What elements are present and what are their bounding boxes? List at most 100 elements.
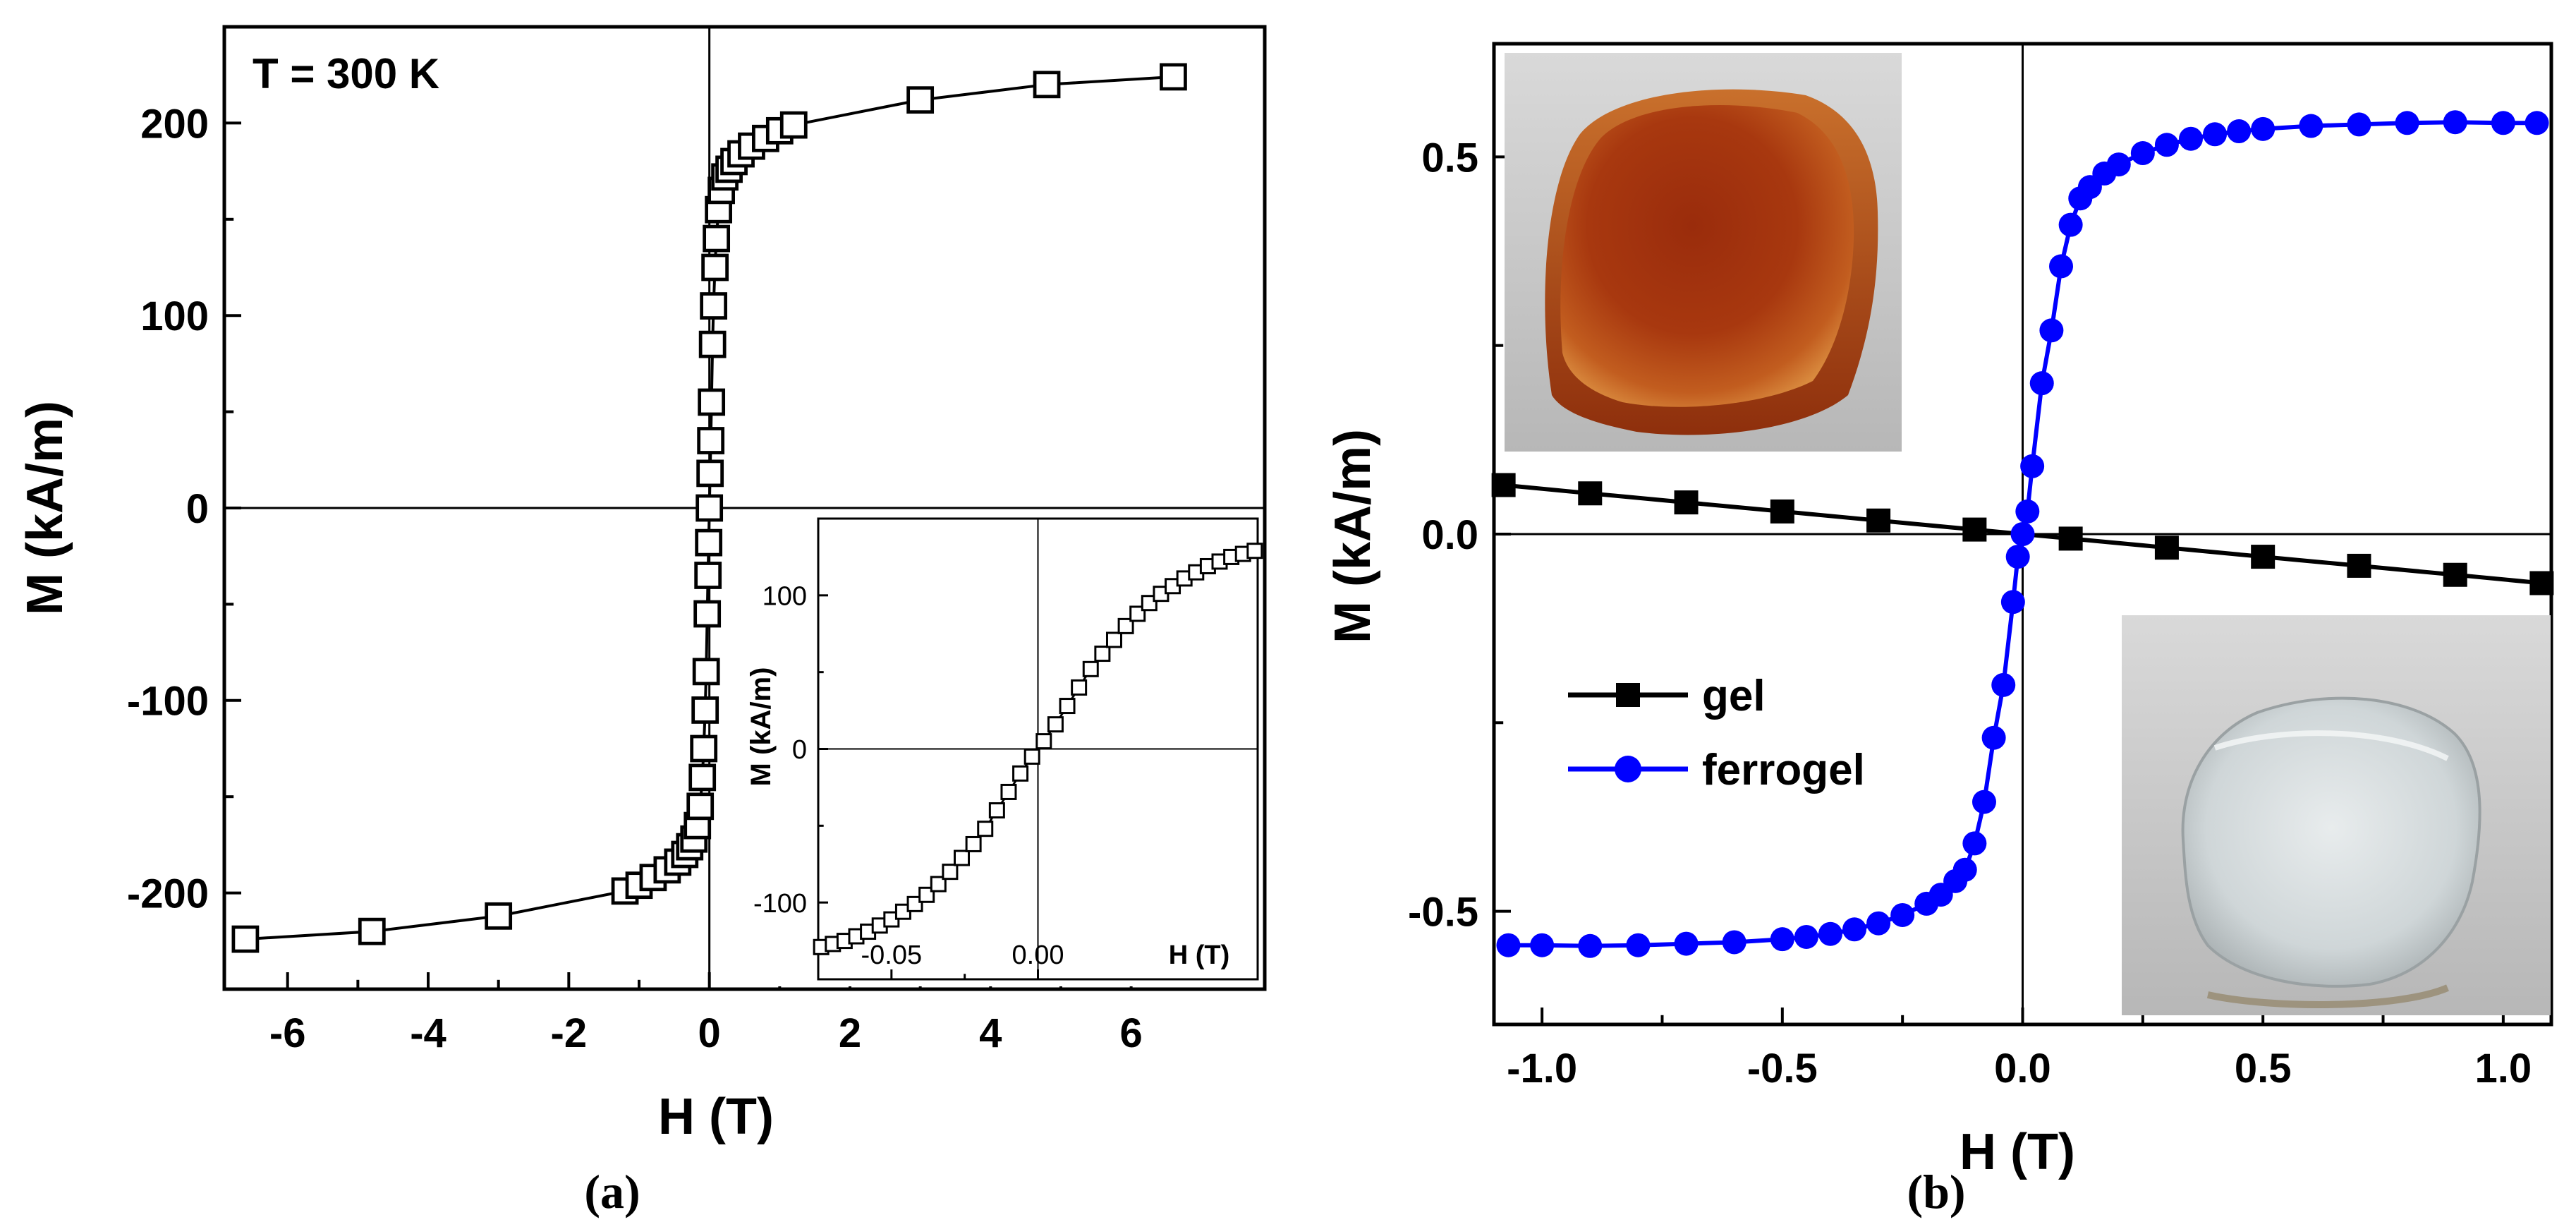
panel-a-inset-point [942,864,959,881]
panel-b-xtick-label: -0.5 [1747,1046,1818,1091]
panel-b-point [2005,545,2030,569]
panel-a-point [358,917,386,945]
panel-b-point [2010,522,2035,546]
panel-a-point [485,902,513,930]
panel-a-point [1033,71,1061,99]
panel-a-inset-point [1059,698,1076,715]
panel-b-point [1794,924,1818,949]
panel-a-ylabel: M (kA/m) [17,401,73,615]
panel-a-inset-point [1105,631,1122,648]
panel-a-inset-point [1035,733,1052,750]
panel-a-inset-point [1141,595,1158,612]
panel-a-point [686,792,715,821]
panel-a-inset-xtick-label: 0.00 [1012,940,1064,970]
panel-a-ytick-label: 200 [140,101,209,147]
panel-a-xlabel: H (T) [658,1089,774,1145]
panel-a-point [690,734,718,763]
panel-a-inset-point [1000,783,1017,800]
panel-b-point [1626,933,1651,957]
panel-b-point [2251,545,2276,569]
panel-b-xtick-label: -1.0 [1507,1046,1577,1091]
panel-b-point [1866,911,1891,936]
legend-label-gel: gel [1702,672,1766,720]
panel-a-point [752,124,779,152]
panel-b-point [2058,212,2083,237]
panel-b-point [2178,126,2203,151]
panel-b-point [2443,562,2467,587]
panel-a-xtick-label: 4 [979,1010,1002,1056]
panel-b-point [1578,933,1603,958]
legend-marker-ferrogel [1615,756,1641,782]
panel-b-xtick-label: 0.0 [1994,1046,2051,1091]
panel-b-point [2299,114,2323,138]
panel-a-ytick-label: -100 [127,679,209,725]
panel-b-point [2347,553,2371,578]
panel-a-inset-ytick-label: 100 [763,582,807,612]
panel-a-point [695,494,724,522]
panel-a-inset-ytick-label: 0 [792,735,807,765]
panel-a-point [1160,63,1187,91]
panel-a-inset-xtick-label: -0.05 [861,940,923,970]
panel-b-point [2106,152,2131,177]
panel-a-point [696,459,724,488]
panel-b-point [1491,473,1516,497]
panel-a-xtick-label: 0 [698,1010,721,1056]
panel-b-point [2203,122,2228,147]
panel-a-inset-point [1047,716,1064,733]
panel-b-point [2015,499,2040,524]
gel-photo-shadow [2206,984,2449,1008]
panel-b: -1.0 -0.5 0.0 0.5 1.0 -0.5 0.0 0.5 gel ferrogel H … [1325,42,2554,1218]
panel-a-inset-point [1246,543,1263,559]
panel-a-point [698,388,726,416]
panel-b-point [2491,111,2515,135]
panel-a-inset-point [918,886,935,903]
panel-b-point [2529,571,2554,595]
panel-a-point [691,696,719,724]
panel-b-point [2058,526,2083,551]
panel-b-point [1578,481,1603,506]
panel-a-inset-point [1012,765,1029,782]
panel-b-point [1866,508,1891,533]
panel-a-xtick-label: -2 [551,1010,588,1056]
panel-a-inset-point [988,802,1005,819]
panel-a-inset-point [906,895,923,912]
panel-a-inset-point [1023,748,1040,765]
panel-b-point [1530,933,1555,957]
panel-b-point [2039,318,2064,343]
panel-b-point [1952,857,1977,882]
panel-a-point [692,658,720,686]
panel-a-point [700,292,728,320]
panel-a-inset-point [954,849,971,866]
panel-a-inset: -0.05 0.00 -100 0 100 H (T) M (kA/m) [746,514,1263,986]
legend-label-ferrogel: ferrogel [1702,746,1865,794]
panel-a-inset-point [965,835,982,852]
ferrogel-photo [1505,53,1902,452]
panel-a-inset-ytick-label: -100 [753,889,807,919]
panel-b-point [2347,112,2371,137]
panel-a-inset-point [1094,646,1111,663]
panel-a-inset-point [930,876,947,893]
ferrogel-photo-body [1560,105,1854,407]
panel-b-point [2049,254,2074,279]
gel-photo-highlight [2213,730,2449,761]
panel-a-inset-point [1071,679,1088,696]
panel-a-inset-point [1129,605,1146,622]
legend: gel ferrogel [1568,672,1865,794]
panel-b-point [1962,831,1987,856]
panel-a-inset-point [977,821,994,837]
panel-b-point [1722,930,1746,955]
panel-b-xlabel: H (T) [1960,1124,2075,1180]
panel-a-inset-point [1117,617,1134,634]
panel-a-inset-point [1082,660,1099,677]
panel-b-point [2154,536,2179,560]
panel-b-point [1674,931,1699,956]
temperature-annotation: T = 300 K [253,50,439,97]
panel-b-point [2251,116,2276,141]
gel-photo [2122,615,2551,1015]
panel-b-point [2443,110,2467,135]
panel-b-ytick-label: 0.5 [1421,135,1478,181]
panel-b-point [1981,725,2006,750]
panel-a-ytick-label: -200 [127,871,209,916]
